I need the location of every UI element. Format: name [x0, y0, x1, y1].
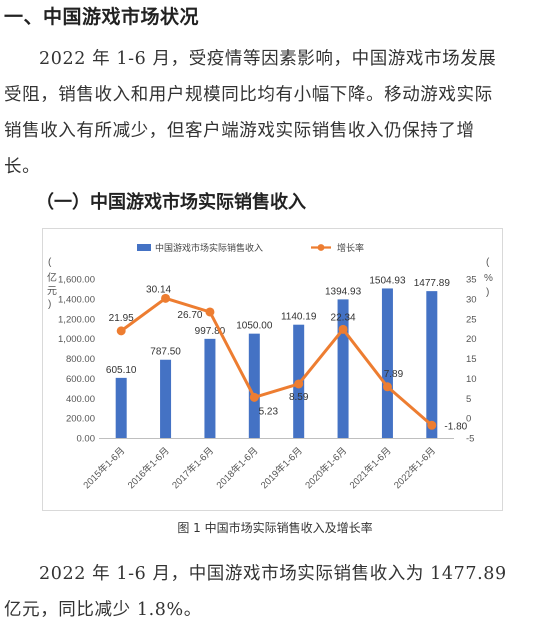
legend-line-label: 增长率: [337, 242, 364, 253]
right-tick-label: 5: [466, 394, 471, 405]
left-axis-unit-open: (: [48, 257, 52, 268]
growth-rate-point: [249, 392, 259, 402]
x-category-label: 2019年1-6月: [258, 445, 305, 492]
chart-container: 中国游戏市场实际销售收入增长率(亿元)（亿元）(%)（%）0.00200.004…: [42, 228, 503, 511]
revenue-bar-label: 1394.93: [325, 286, 362, 297]
growth-rate-label: 22.34: [331, 312, 356, 323]
revenue-bar-label: 1050.00: [236, 321, 273, 332]
right-tick-label: -5: [466, 434, 474, 445]
left-tick-label: 200.00: [66, 414, 95, 425]
growth-rate-point: [338, 324, 348, 334]
right-tick-label: 15: [466, 354, 477, 365]
growth-rate-point: [116, 326, 126, 336]
x-category-label: 2021年1-6月: [347, 445, 394, 492]
right-tick-label: 20: [466, 334, 477, 345]
growth-rate-point: [427, 420, 437, 430]
revenue-bar-label: 1140.19: [281, 312, 317, 323]
growth-rate-label: 26.70: [177, 310, 202, 321]
x-category-label: 2020年1-6月: [303, 445, 350, 492]
revenue-bar: [426, 291, 438, 438]
right-tick-label: 10: [466, 374, 477, 385]
subsection-title: （一）中国游戏市场实际销售收入: [36, 192, 306, 213]
revenue-bar: [160, 359, 172, 438]
x-category-label: 2016年1-6月: [125, 445, 172, 492]
growth-rate-label: 30.14: [146, 284, 171, 295]
left-axis-unit-close: ): [48, 299, 51, 310]
revenue-growth-chart: 中国游戏市场实际销售收入增长率(亿元)（亿元）(%)（%）0.00200.004…: [47, 242, 493, 492]
right-axis-unit-close: ): [486, 287, 489, 298]
left-tick-label: 1,400.00: [58, 294, 95, 305]
revenue-bar: [381, 288, 393, 438]
figure-caption: 图 1 中国市场实际销售收入及增长率: [177, 521, 373, 535]
right-tick-label: 35: [466, 275, 477, 286]
growth-rate-point: [294, 379, 304, 389]
right-tick-label: 0: [466, 414, 471, 425]
x-category-label: 2017年1-6月: [169, 445, 216, 492]
left-tick-label: 1,000.00: [58, 334, 95, 345]
left-axis-unit-char: 亿: [47, 271, 57, 284]
revenue-bar-label: 605.10: [106, 365, 137, 376]
revenue-bar-label: 997.80: [195, 326, 226, 337]
summary-paragraph: 2022 年 1-6 月，中国游戏市场实际销售收入为 1477.89 亿元，同比…: [4, 564, 507, 620]
left-tick-label: 0.00: [77, 434, 96, 445]
x-category-label: 2022年1-6月: [391, 445, 438, 492]
right-axis-unit-char: %: [484, 273, 493, 284]
growth-rate-label: 21.95: [109, 313, 134, 324]
x-category-label: 2018年1-6月: [214, 445, 261, 492]
revenue-bar-label: 787.50: [150, 347, 181, 358]
growth-rate-label: 5.23: [259, 406, 279, 417]
left-axis-unit-char: 元: [47, 286, 57, 297]
section-title: 一、中国游戏市场状况: [4, 6, 200, 28]
revenue-bar-label: 1477.89: [414, 278, 451, 289]
legend-bar-label: 中国游戏市场实际销售收入: [155, 242, 263, 253]
legend-line-marker: [317, 244, 325, 251]
growth-rate-label: 8.59: [289, 392, 309, 403]
left-tick-label: 400.00: [66, 394, 95, 405]
left-tick-label: 600.00: [66, 374, 95, 385]
right-tick-label: 30: [466, 294, 477, 305]
growth-rate-label: -1.80: [444, 421, 467, 432]
right-axis-unit-open: (: [486, 257, 490, 268]
growth-rate-point: [161, 293, 171, 303]
intro-paragraph: 2022 年 1-6 月，受疫情等因素影响，中国游戏市场发展受阻，销售收入和用户…: [4, 49, 497, 177]
left-tick-label: 1,200.00: [58, 314, 95, 325]
revenue-bar: [337, 299, 349, 438]
growth-rate-point: [205, 307, 215, 317]
left-tick-label: 1,600.00: [58, 275, 95, 286]
revenue-bar-label: 1504.93: [369, 275, 406, 286]
growth-rate-label: 7.89: [384, 369, 404, 380]
left-tick-label: 800.00: [66, 354, 95, 365]
x-category-label: 2015年1-6月: [81, 445, 128, 492]
growth-rate-point: [382, 382, 392, 392]
revenue-bar: [204, 338, 216, 438]
legend-bar-swatch: [137, 244, 151, 251]
revenue-bar: [248, 333, 260, 438]
growth-rate-line: [120, 296, 433, 427]
right-tick-label: 25: [466, 314, 477, 325]
revenue-bar: [115, 377, 127, 438]
